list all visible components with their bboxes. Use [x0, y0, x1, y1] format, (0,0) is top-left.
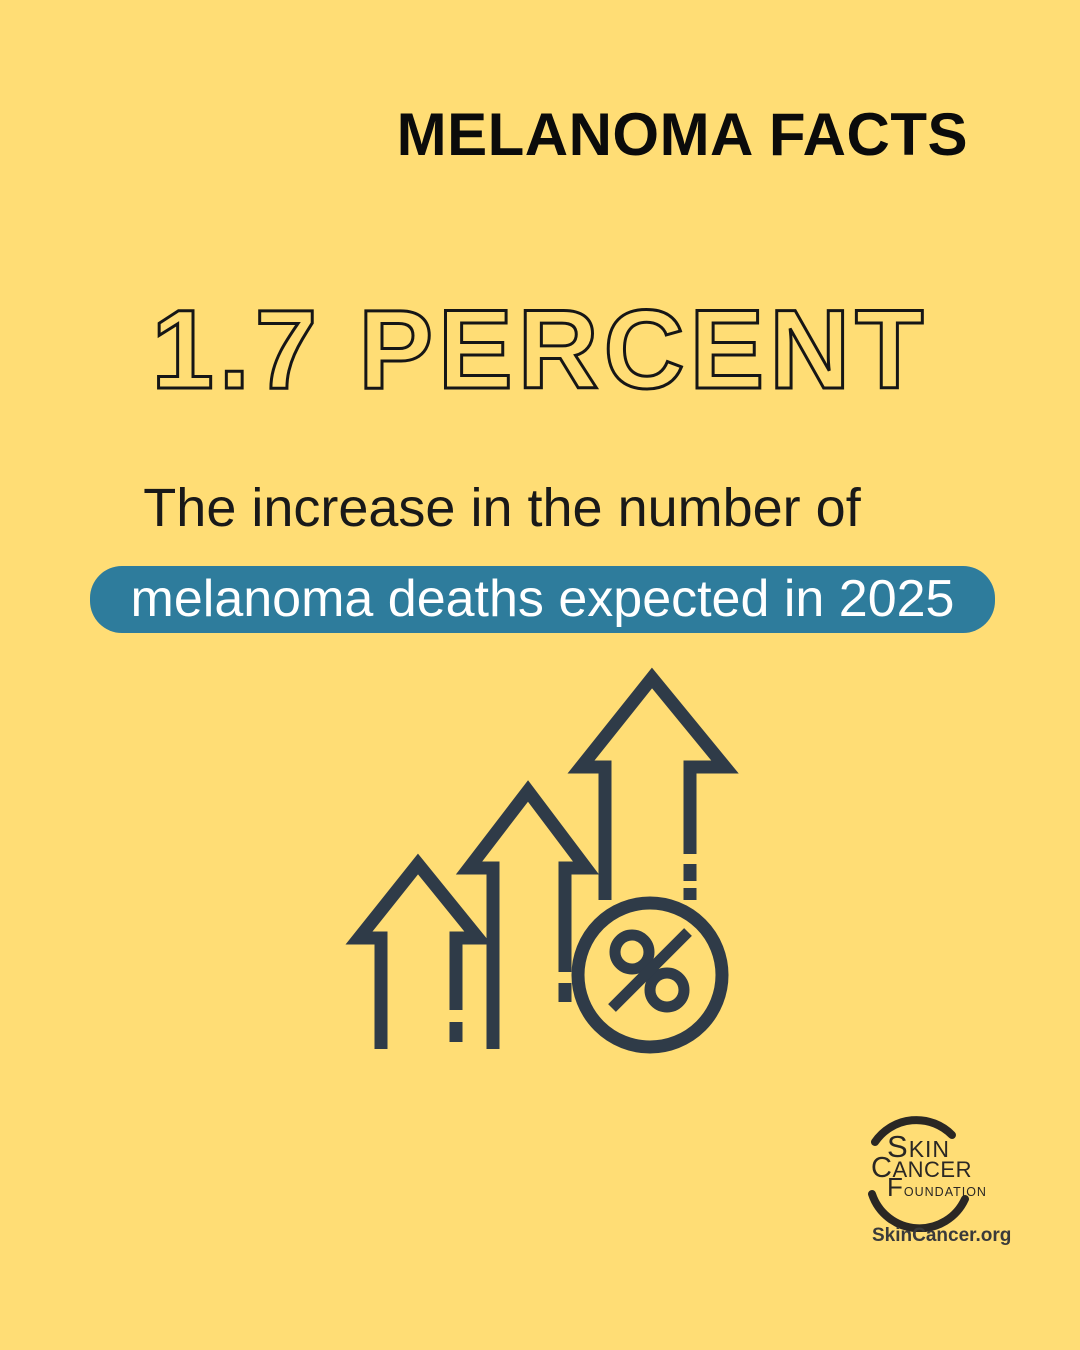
percent-circle [571, 896, 729, 1054]
up-arrow-large [567, 667, 739, 900]
description-line-1: The increase in the number of [143, 478, 861, 538]
logo-initial-f: F [887, 1172, 904, 1202]
percent-dot-top [609, 929, 655, 975]
logo-circle-arcs-icon [868, 1116, 969, 1232]
percent-slash [608, 928, 692, 1012]
logo-initial-s: S [887, 1129, 909, 1164]
page-title: MELANOMA FACTS [396, 101, 968, 168]
logo-initial-c: C [871, 1152, 893, 1184]
logo-text-foundation: FOUNDATION [887, 1174, 987, 1200]
logo-rest-kin: KIN [908, 1136, 951, 1162]
skin-cancer-foundation-logo: SKIN CANCER FOUNDATION SkinCancer.org [855, 1106, 1035, 1266]
logo-text-cancer: CANCER [871, 1154, 972, 1183]
rising-arrows-percent-icon [345, 667, 739, 1054]
up-arrow-small [345, 853, 492, 1049]
website-url: SkinCancer.org [872, 1225, 1012, 1246]
logo-text-skin: SKIN [887, 1131, 950, 1162]
logo-rest-ancer: ANCER [892, 1157, 972, 1182]
highlight-pill: melanoma deaths expected in 2025 [90, 566, 995, 633]
up-arrow-medium [455, 780, 600, 1049]
logo-rest-oundation: OUNDATION [903, 1185, 987, 1199]
stat-value: 1.7 PERCENT [150, 287, 929, 412]
description-line-2: melanoma deaths expected in 2025 [130, 570, 955, 628]
percent-dot-bottom [644, 967, 690, 1013]
